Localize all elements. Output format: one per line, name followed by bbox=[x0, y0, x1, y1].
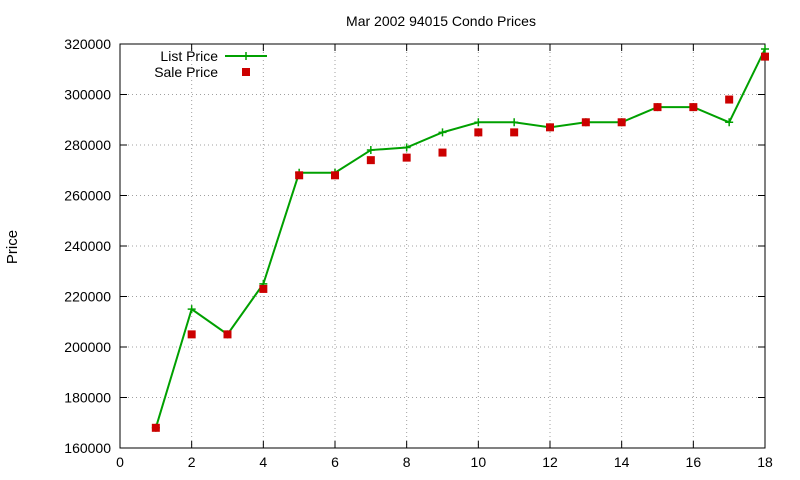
list-price-series bbox=[151, 45, 769, 432]
series-layer bbox=[151, 45, 769, 432]
x-tick-label: 12 bbox=[542, 454, 558, 470]
y-tick-label: 180000 bbox=[64, 390, 111, 406]
y-tick-label: 200000 bbox=[64, 339, 111, 355]
chart-title: Mar 2002 94015 Condo Prices bbox=[346, 13, 536, 29]
y-tick-label: 160000 bbox=[64, 440, 111, 456]
x-tick-label: 4 bbox=[259, 454, 267, 470]
list-price-point bbox=[510, 118, 519, 127]
x-tick-label: 16 bbox=[686, 454, 702, 470]
sale-price-point bbox=[546, 123, 554, 132]
legend-label-sale-price: Sale Price bbox=[154, 64, 218, 80]
sale-price-point bbox=[581, 118, 590, 127]
sale-price-point bbox=[617, 118, 626, 127]
list-price-point bbox=[474, 118, 483, 127]
y-tick-label: 300000 bbox=[64, 87, 111, 103]
sale-price-point bbox=[689, 103, 698, 112]
list-price-point bbox=[438, 128, 447, 137]
sale-price-point bbox=[725, 95, 734, 104]
list-price-point bbox=[402, 143, 411, 152]
sale-price-point bbox=[259, 284, 268, 293]
sale-price-point bbox=[366, 156, 375, 165]
sale-price-point bbox=[223, 330, 232, 339]
x-tick-label: 6 bbox=[331, 454, 339, 470]
x-tick-label: 18 bbox=[757, 454, 773, 470]
list-price-point bbox=[187, 305, 196, 314]
grid-lines bbox=[120, 44, 765, 448]
sale-price-point bbox=[331, 171, 339, 180]
x-tick-label: 10 bbox=[471, 454, 487, 470]
y-tick-label: 260000 bbox=[64, 188, 111, 204]
axes: 0 2 4 6 8 10 12 14 16 18 160000 180000 200000 220000 2… bbox=[64, 36, 773, 470]
x-tick-label: 2 bbox=[188, 454, 196, 470]
sale-price-point bbox=[653, 103, 662, 112]
sale-price-point bbox=[474, 128, 483, 137]
x-tick-label: 0 bbox=[116, 454, 124, 470]
sale-price-point bbox=[402, 153, 411, 162]
x-tick-label: 8 bbox=[403, 454, 411, 470]
list-price-line bbox=[154, 48, 766, 429]
sale-price-point bbox=[151, 423, 160, 432]
list-price-point bbox=[725, 118, 734, 127]
y-tick-label: 320000 bbox=[64, 36, 111, 52]
list-price-point bbox=[366, 146, 375, 155]
sale-price-point bbox=[438, 148, 447, 157]
sale-price-series bbox=[151, 52, 769, 432]
sale-price-point bbox=[510, 128, 519, 137]
y-tick-label: 240000 bbox=[64, 238, 111, 254]
sale-price-point bbox=[761, 52, 769, 61]
legend-marker-list-price bbox=[242, 52, 250, 60]
sale-price-point bbox=[295, 171, 304, 180]
y-tick-label: 280000 bbox=[64, 137, 111, 153]
list-price-point bbox=[761, 45, 769, 54]
legend-marker-sale-price bbox=[242, 68, 250, 76]
sale-price-point bbox=[187, 330, 196, 339]
y-tick-label: 220000 bbox=[64, 289, 111, 305]
x-tick-label: 14 bbox=[614, 454, 630, 470]
legend-label-list-price: List Price bbox=[160, 48, 218, 64]
y-axis-label: Price bbox=[4, 230, 21, 264]
